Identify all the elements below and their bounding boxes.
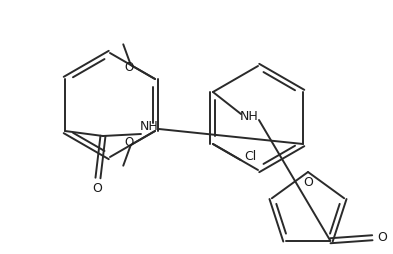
Text: NH: NH xyxy=(240,110,258,123)
Text: NH: NH xyxy=(140,119,158,133)
Text: Cl: Cl xyxy=(244,151,257,164)
Text: O: O xyxy=(124,135,133,149)
Text: O: O xyxy=(303,176,313,188)
Text: O: O xyxy=(124,61,133,74)
Text: O: O xyxy=(92,182,102,195)
Text: O: O xyxy=(377,231,387,244)
